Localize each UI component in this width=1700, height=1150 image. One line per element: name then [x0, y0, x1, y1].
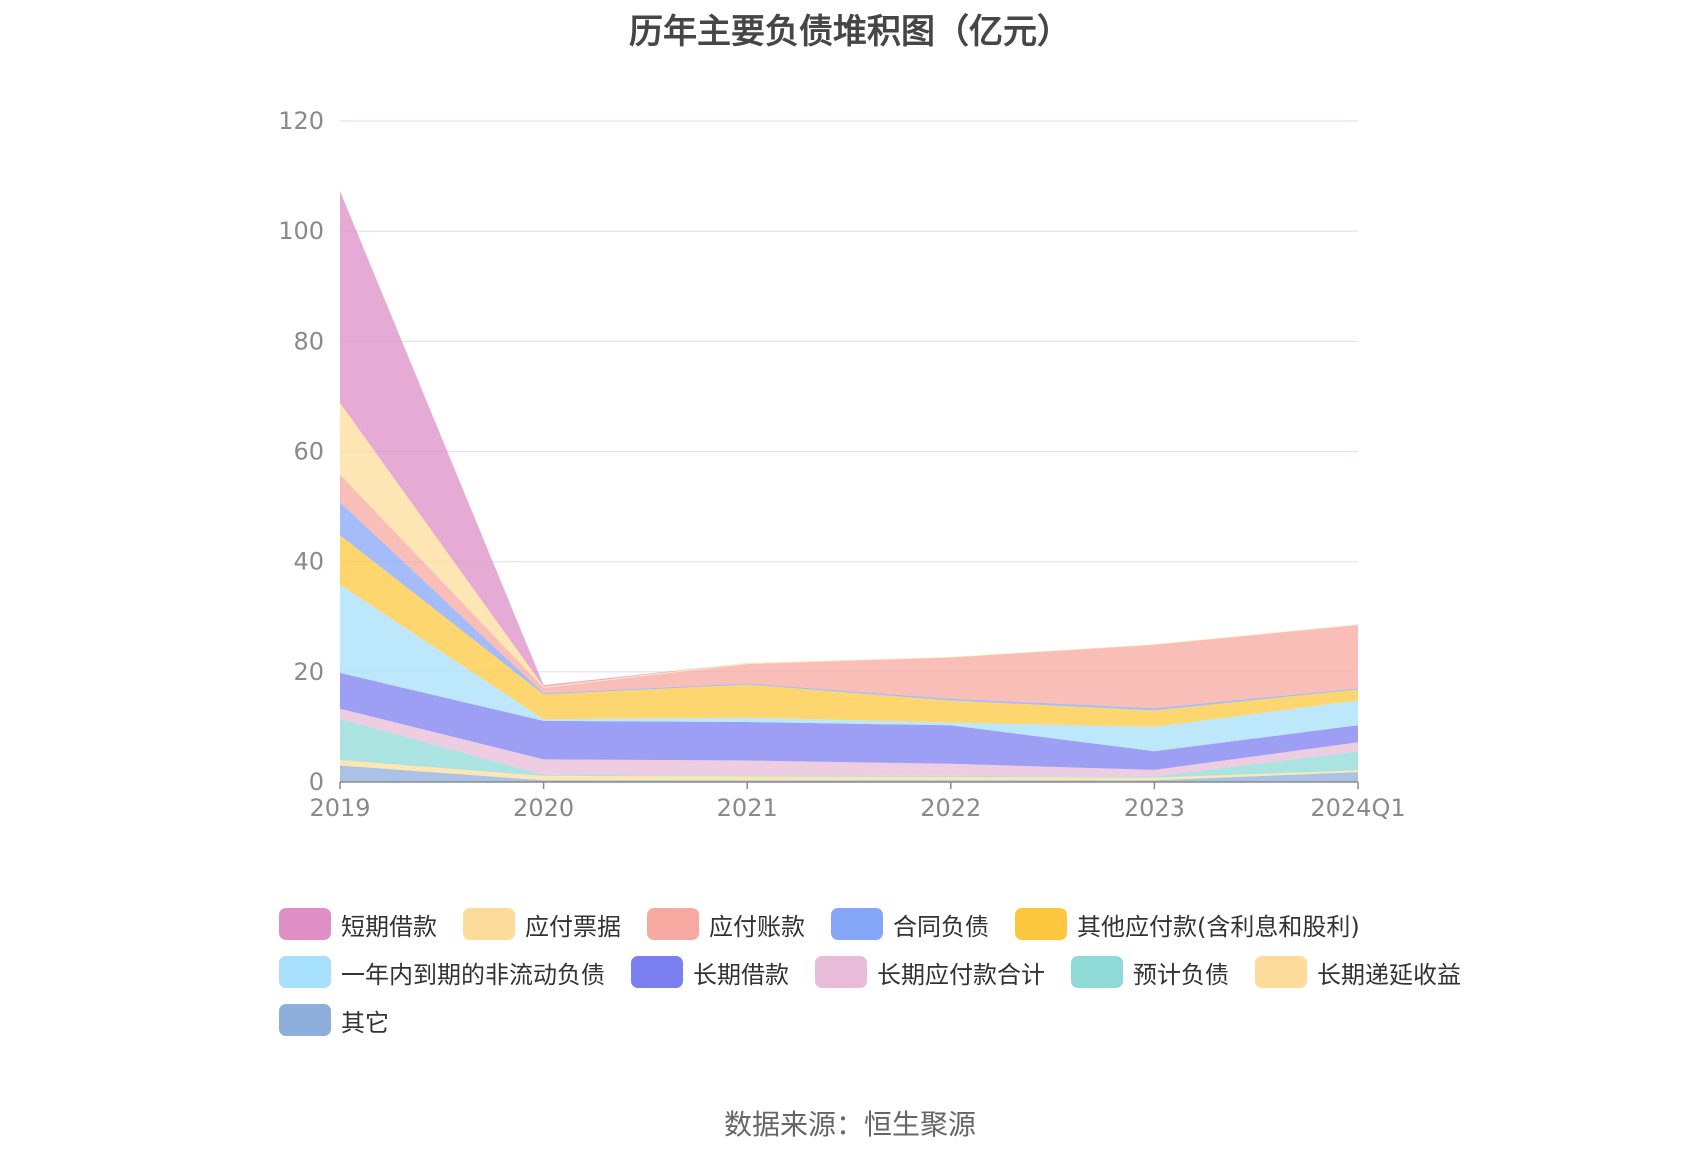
legend-swatch: [815, 956, 867, 988]
legend-item[interactable]: 合同负债: [831, 908, 989, 941]
legend-label: 其它: [341, 1008, 389, 1037]
legend-item[interactable]: 应付账款: [647, 908, 805, 941]
legend-swatch: [463, 908, 515, 940]
y-tick-label: 20: [293, 658, 324, 686]
legend-swatch: [1071, 956, 1123, 988]
legend-label: 长期递延收益: [1317, 960, 1461, 989]
x-tick-label: 2020: [513, 794, 574, 822]
legend-label: 一年内到期的非流动负债: [341, 960, 605, 989]
x-tick-label: 2023: [1124, 794, 1185, 822]
legend-label: 长期应付款合计: [877, 960, 1045, 989]
legend-item[interactable]: 长期递延收益: [1255, 956, 1461, 989]
legend-item[interactable]: 短期借款: [279, 908, 437, 941]
legend-label: 其他应付款(含利息和股利): [1077, 912, 1360, 941]
series-areas: [340, 191, 1358, 782]
legend-swatch: [647, 908, 699, 940]
legend-label: 合同负债: [893, 912, 989, 941]
y-tick-label: 0: [309, 768, 324, 796]
axes: 0 20 40 60 80 100 120 2019 2020 2021 2022 2023 2024Q…: [278, 107, 1405, 822]
legend-item[interactable]: 其他应付款(含利息和股利): [1015, 908, 1360, 941]
y-tick-label: 80: [293, 327, 324, 355]
legend: 短期借款 应付票据 应付账款 合同负债 其他应付款(含利息和股利) 一年内到期的非流动负债…: [279, 908, 1529, 1037]
legend-swatch: [279, 908, 331, 940]
chart-title: 历年主要负债堆积图（亿元）: [629, 12, 1071, 52]
legend-item[interactable]: 长期借款: [631, 956, 789, 989]
area-series-8: [340, 474, 1358, 709]
legend-swatch: [279, 956, 331, 988]
area-series-6: [340, 535, 1358, 727]
area-series-0: [340, 765, 1358, 782]
x-tick-label: 2024Q1: [1310, 794, 1405, 822]
legend-item[interactable]: 预计负债: [1071, 956, 1229, 989]
legend-swatch: [1255, 956, 1307, 988]
area-series-4: [340, 672, 1358, 770]
legend-item[interactable]: 一年内到期的非流动负债: [279, 956, 605, 989]
legend-swatch: [831, 908, 883, 940]
legend-swatch: [631, 956, 683, 988]
area-series-5: [340, 584, 1358, 752]
legend-swatch: [279, 1004, 331, 1036]
area-series-2: [340, 718, 1358, 778]
y-tick-label: 40: [293, 548, 324, 576]
x-tick-label: 2021: [717, 794, 778, 822]
legend-label: 短期借款: [341, 912, 437, 941]
area-series-3: [340, 708, 1358, 777]
legend-swatch: [1015, 908, 1067, 940]
x-tick-label: 2022: [920, 794, 981, 822]
legend-label: 应付票据: [525, 912, 621, 941]
legend-label: 应付账款: [709, 912, 805, 941]
y-tick-label: 100: [278, 217, 324, 245]
stacked-area-chart: 0 20 40 60 80 100 120 2019 2020 2021 2022 2023 2024Q…: [278, 107, 1405, 822]
legend-item[interactable]: 应付票据: [463, 908, 621, 941]
y-tick-label: 60: [293, 438, 324, 466]
legend-label: 预计负债: [1133, 960, 1229, 989]
x-tick-label: 2019: [309, 794, 370, 822]
y-tick-label: 120: [278, 107, 324, 135]
legend-label: 长期借款: [693, 960, 789, 989]
legend-item[interactable]: 其它: [279, 1004, 389, 1037]
data-source: 数据来源：恒生聚源: [723, 1108, 976, 1141]
legend-item[interactable]: 长期应付款合计: [815, 956, 1045, 989]
area-series-10: [340, 191, 1358, 687]
